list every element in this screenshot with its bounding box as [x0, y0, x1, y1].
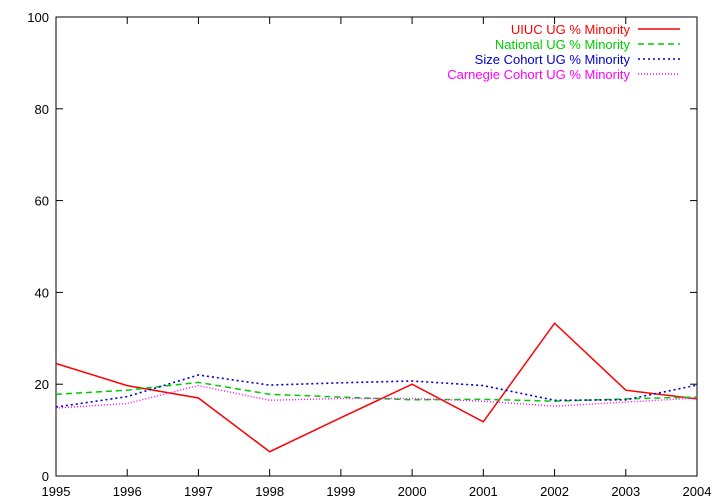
- x-tick-label: 1999: [326, 484, 355, 499]
- y-tick-label: 80: [35, 102, 49, 117]
- x-tick-label: 2000: [398, 484, 427, 499]
- y-tick-label: 60: [35, 194, 49, 209]
- x-tick-label: 1996: [113, 484, 142, 499]
- legend-label: Carnegie Cohort UG % Minority: [447, 67, 630, 82]
- x-tick-label: 1997: [184, 484, 213, 499]
- legend-label: National UG % Minority: [495, 37, 631, 52]
- series-line-1: [55, 322, 698, 453]
- plot-frame: [55, 16, 698, 477]
- x-tick-label: 1995: [42, 484, 71, 499]
- y-tick-label: 40: [35, 285, 49, 300]
- x-tick-label: 2004: [683, 484, 712, 499]
- y-tick-label: 0: [42, 469, 49, 484]
- series-layer: [55, 322, 698, 453]
- x-tick-label: 2002: [540, 484, 569, 499]
- y-tick-label: 20: [35, 377, 49, 392]
- x-tick-label: 2003: [611, 484, 640, 499]
- x-tick-label: 2001: [469, 484, 498, 499]
- series-line-4: [55, 384, 698, 409]
- x-tick-label: 1998: [255, 484, 284, 499]
- legend-label: UIUC UG % Minority: [511, 22, 631, 37]
- x-axis: 1995 1996 1997 1998 1999 2000 2001 2002 2003 2004: [42, 17, 712, 499]
- legend-label: Size Cohort UG % Minority: [475, 52, 631, 67]
- y-tick-label: 100: [27, 10, 49, 25]
- series-line-3: [55, 374, 698, 408]
- y-axis: 0 20 40 60 80 100: [27, 10, 697, 484]
